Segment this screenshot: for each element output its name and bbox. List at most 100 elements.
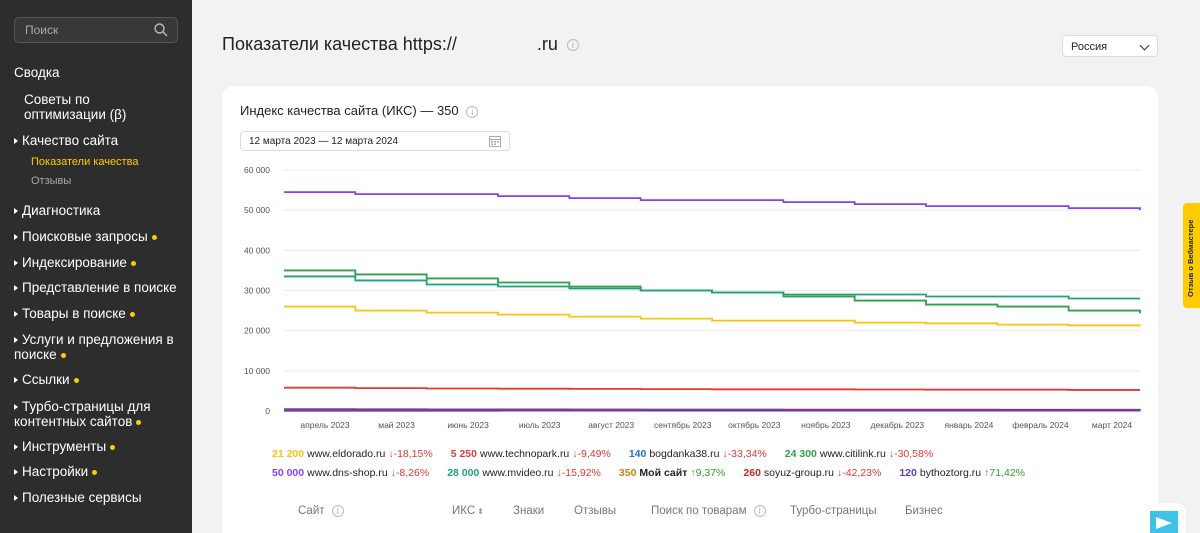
caret-icon [14, 234, 18, 241]
notification-dot [60, 352, 66, 358]
search-icon[interactable] [153, 22, 169, 38]
col-header-site[interactable]: Сайт i [298, 505, 344, 517]
sidebar-item-search-presentation[interactable]: Представление в поиске [14, 280, 186, 295]
caret-icon [14, 377, 18, 384]
chart-card [222, 86, 1158, 533]
y-tick-label: 40 000 [244, 245, 270, 255]
sidebar-item-site-quality[interactable]: Качество сайта [14, 133, 186, 148]
legend-value: 28 000 [447, 467, 480, 479]
legend-delta: ↑71,42% [984, 467, 1026, 479]
caret-icon [14, 260, 18, 267]
sidebar-item-label: Настройки [22, 464, 89, 479]
legend-item[interactable]: 50 000 www.dns-shop.ru ↓-8,26% [272, 467, 429, 479]
col-header-label: Сайт [298, 505, 325, 518]
y-tick-label: 10 000 [244, 366, 270, 376]
x-tick-label: май 2023 [378, 420, 415, 430]
date-range-picker[interactable]: 12 марта 2023 — 12 марта 2024 [240, 131, 510, 151]
legend-delta: ↓-42,23% [836, 467, 882, 479]
legend-value: 120 [899, 467, 917, 479]
search-box[interactable] [14, 17, 178, 43]
info-icon[interactable]: i [753, 505, 766, 517]
legend-value: 260 [743, 467, 761, 479]
sidebar-item-label: Товары в поиске [22, 306, 126, 321]
chart-title: Индекс качества сайта (ИКС) — 350 i [240, 103, 479, 118]
search-input[interactable] [15, 18, 145, 42]
legend-value: 21 200 [272, 448, 305, 460]
caret-icon [14, 404, 18, 411]
x-tick-label: декабрь 2023 [871, 420, 925, 430]
sidebar-item-diagnostics[interactable]: Диагностика [14, 203, 186, 218]
legend-delta: ↓-33,34% [722, 448, 767, 460]
sidebar-item-products[interactable]: Товары в поиске [14, 306, 186, 321]
legend-item[interactable]: 28 000 www.mvideo.ru ↓-15,92% [447, 467, 601, 479]
legend-item[interactable]: 120 bythoztorg.ru ↑71,42% [899, 467, 1025, 479]
sidebar-item-links[interactable]: Ссылки [14, 372, 186, 387]
page-title: Показатели качества https:// .ru i [222, 34, 579, 55]
legend-delta: ↑9,37% [690, 467, 726, 479]
legend-site: www.dns-shop.ru [307, 467, 388, 479]
info-icon[interactable]: i [466, 105, 479, 118]
legend-value: 24 300 [784, 448, 817, 460]
legend-value: 5 250 [450, 448, 477, 460]
sidebar-item-useful-services[interactable]: Полезные сервисы [14, 490, 186, 505]
series-line [284, 305, 1141, 327]
caret-icon [14, 208, 18, 215]
series-line [284, 191, 1141, 211]
x-tick-label: сентябрь 2023 [654, 420, 712, 430]
page-title-prefix: Показатели качества https:// [222, 34, 457, 54]
legend-item[interactable]: 140 bogdanka38.ru ↓-33,34% [629, 448, 767, 460]
notification-dot [151, 234, 157, 240]
sidebar-item-optimization-tips[interactable]: Советы по оптимизации (β) [24, 92, 174, 122]
col-header-signs[interactable]: Знаки [513, 505, 544, 517]
region-select[interactable]: Россия [1062, 35, 1158, 57]
legend-delta: ↓-8,26% [390, 467, 430, 479]
sidebar-item-label: Ссылки [22, 372, 70, 387]
col-header-reviews[interactable]: Отзывы [574, 505, 616, 517]
col-header-iks[interactable]: ИКС ⬍ [452, 505, 484, 517]
col-header-business[interactable]: Бизнес [905, 505, 943, 517]
legend-delta: ↓-30,58% [888, 448, 934, 460]
legend-delta: ↓-15,92% [556, 467, 601, 479]
legend-site: www.eldorado.ru [307, 448, 386, 460]
legend-value: 350 [618, 467, 637, 479]
legend-value: 140 [628, 448, 647, 460]
info-icon[interactable]: i [566, 39, 579, 52]
sidebar-item-indexing[interactable]: Индексирование [14, 255, 186, 270]
notification-dot [110, 444, 116, 450]
legend-site: www.citilink.ru [819, 448, 886, 460]
col-header-product-search[interactable]: Поиск по товарам i [651, 505, 766, 517]
col-header-label: Турбо-страницы [790, 505, 877, 517]
sidebar-item-tools[interactable]: Инструменты [14, 439, 186, 454]
caret-icon [14, 285, 18, 292]
sidebar-item-summary[interactable]: Сводка [14, 65, 186, 80]
y-tick-label: 0 [265, 406, 270, 416]
sidebar-subitem-reviews[interactable]: Отзывы [31, 175, 71, 187]
sidebar-subitem-quality-indicators[interactable]: Показатели качества [31, 156, 138, 168]
x-tick-label: июнь 2023 [447, 420, 489, 430]
legend-item[interactable]: 24 300 www.citilink.ru ↓-30,58% [785, 448, 933, 460]
legend-item[interactable]: 350 Мой сайт ↑9,37% [619, 467, 726, 479]
legend-item[interactable]: 5 250 www.technopark.ru ↓-9,49% [451, 448, 611, 460]
info-icon[interactable]: i [331, 505, 344, 517]
date-range-value: 12 марта 2023 — 12 марта 2024 [249, 136, 399, 147]
sidebar-item-settings[interactable]: Настройки [14, 464, 186, 479]
x-tick-label: июль 2023 [519, 420, 561, 430]
sidebar-item-search-queries[interactable]: Поисковые запросы [14, 229, 186, 244]
legend-item[interactable]: 21 200 www.eldorado.ru ↓-18,15% [272, 448, 433, 460]
legend-site: soyuz-group.ru [763, 467, 834, 479]
legend-site: www.technopark.ru [479, 448, 570, 460]
sidebar-item-label: Полезные сервисы [22, 490, 142, 505]
sort-icon[interactable]: ⬍ [477, 507, 484, 516]
chat-button[interactable] [1142, 503, 1186, 533]
feedback-tab[interactable]: Отзыв о Вебмастере [1183, 203, 1200, 308]
x-tick-label: февраль 2024 [1012, 420, 1069, 430]
notification-dot [136, 419, 142, 425]
notification-dot [73, 377, 79, 383]
sidebar-item-turbo-pages[interactable]: Турбо-страницы для контентных сайтов [14, 399, 186, 429]
legend-item[interactable]: 260 soyuz-group.ru ↓-42,23% [743, 467, 881, 479]
y-tick-label: 20 000 [244, 326, 270, 336]
col-header-label: Поиск по товарам [651, 505, 747, 518]
sidebar-subitem-label: Показатели качества [31, 156, 139, 168]
sidebar-item-services[interactable]: Услуги и предложения в поиске [14, 332, 186, 362]
col-header-turbo-pages[interactable]: Турбо-страницы [790, 505, 877, 517]
